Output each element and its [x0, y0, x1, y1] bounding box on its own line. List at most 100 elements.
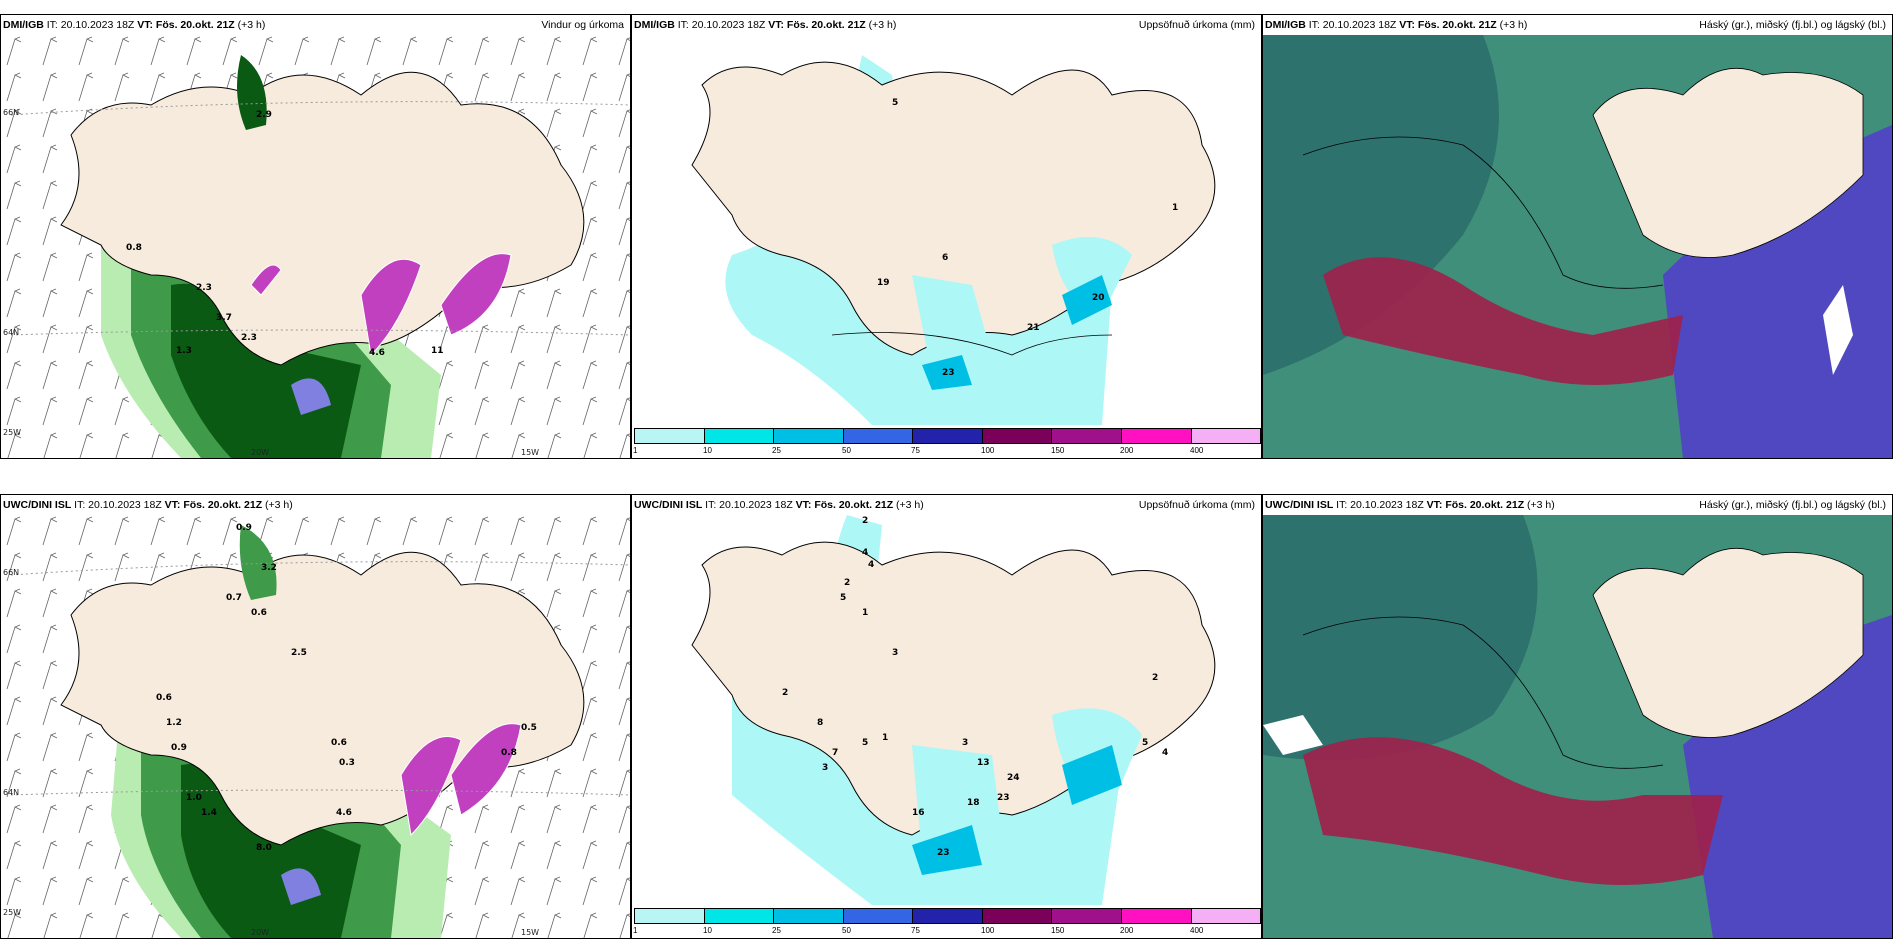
precip-cyan-1 — [912, 745, 1002, 855]
wind-value-label: 0.6 — [251, 608, 267, 618]
valid-time: VT: Fös. 20.okt. 21Z — [795, 499, 894, 511]
lat-label: 64N — [3, 788, 19, 797]
panel-header: DMI/IGB IT: 20.10.2023 18Z VT: Fös. 20.o… — [632, 15, 1261, 35]
lead-time: (+3 h) — [896, 499, 924, 511]
lon-label: 20W — [251, 448, 269, 457]
wind-value-label: 0.3 — [339, 758, 355, 768]
cbar-tick: 150 — [1051, 446, 1065, 455]
precip-colorbar — [634, 908, 1261, 924]
precip-green-dark — [171, 283, 361, 458]
precip-green-north — [237, 55, 267, 130]
cbar-tick: 200 — [1120, 926, 1134, 935]
wind-value-label: 3.2 — [261, 563, 277, 573]
colorbar-ticks: 1 10 25 50 75 100 150 200 400 — [633, 924, 1261, 938]
cbar-tick: 400 — [1190, 446, 1204, 455]
panel-title: Háský (gr.), miðský (fj.bl.) og lágský (… — [1699, 499, 1886, 511]
precip-value-label: 21 — [1027, 323, 1040, 333]
cbar-swatch — [1121, 909, 1192, 923]
cloud-blue-field — [1683, 615, 1892, 938]
precip-value-label: 19 — [877, 278, 890, 288]
precip-value-label: 23 — [942, 368, 955, 378]
precip-purple-2 — [450, 723, 522, 816]
cbar-swatch — [913, 429, 983, 443]
accumulated-precip-map: 2 4 4 2 5 1 3 2 8 7 5 3 1 3 13 24 18 23 … — [691, 515, 1216, 905]
wind-value-label: 0.5 — [521, 723, 537, 733]
cbar-tick: 100 — [981, 926, 995, 935]
init-time: IT: 20.10.2023 18Z — [705, 499, 793, 511]
cbar-tick: 10 — [703, 446, 712, 455]
panel-title: Uppsöfnuð úrkoma (mm) — [1138, 19, 1255, 31]
wind-value-label: 1.2 — [166, 718, 182, 728]
land-iceland — [1592, 548, 1864, 738]
precip-value-label: 3 — [892, 648, 898, 658]
precip-purple-1 — [360, 258, 422, 357]
valid-time: VT: Fös. 20.okt. 21Z — [768, 19, 866, 31]
cbar-swatch — [635, 429, 705, 443]
precip-value-label: 16 — [912, 808, 925, 818]
coastline-contour — [831, 332, 1113, 356]
cbar-swatch — [1191, 909, 1261, 923]
precip-value-label: 3 — [822, 763, 828, 773]
precip-blue-2 — [1062, 745, 1122, 805]
lat-label: 66N — [3, 108, 19, 117]
init-time: IT: 20.10.2023 18Z — [1336, 499, 1424, 511]
wind-value-label: 4.6 — [336, 808, 352, 818]
precip-value-label: 2 — [844, 578, 850, 588]
precip-blue-1 — [922, 355, 972, 390]
cbar-swatch — [1191, 429, 1261, 443]
precip-purple-4 — [291, 378, 331, 415]
lon-label: 25W — [3, 428, 21, 437]
cloud-cover-map — [1263, 35, 1892, 458]
panel-wind-bottom: UWC/DINI ISL IT: 20.10.2023 18Z VT: Fös.… — [0, 494, 631, 939]
wind-value-label: 2.3 — [241, 333, 257, 343]
wind-value-label: 3.7 — [216, 313, 232, 323]
cloud-blue-field — [1663, 125, 1892, 458]
model-name: UWC/DINI ISL — [3, 499, 72, 511]
lon-label: 15W — [521, 928, 539, 937]
precip-value-label: 7 — [832, 748, 838, 758]
cloud-white-patch — [1823, 285, 1853, 375]
precip-value-label: 23 — [997, 793, 1010, 803]
lead-time: (+3 h) — [868, 19, 897, 31]
init-time: IT: 20.10.2023 18Z — [1308, 19, 1397, 31]
colorbar-ticks: 1 10 25 50 75 100 150 200 400 — [633, 444, 1261, 458]
lead-time: (+3 h) — [237, 19, 266, 31]
lead-time: (+3 h) — [265, 499, 293, 511]
cbar-swatch — [982, 429, 1053, 443]
model-name: DMI/IGB — [1265, 19, 1306, 31]
cbar-swatch — [1121, 429, 1192, 443]
wind-value-label: 0.8 — [126, 243, 142, 253]
latitude-line — [10, 561, 630, 576]
lead-time: (+3 h) — [1499, 19, 1528, 31]
precip-purple-3 — [250, 264, 282, 296]
precip-value-label: 4 — [862, 548, 868, 558]
panel-header: DMI/IGB IT: 20.10.2023 18Z VT: Fös. 20.o… — [1263, 15, 1892, 35]
precip-value-label: 2 — [782, 688, 788, 698]
precip-value-label: 5 — [1142, 738, 1148, 748]
panel-precip-top: DMI/IGB IT: 20.10.2023 18Z VT: Fös. 20.o… — [631, 14, 1262, 459]
precip-purple-3 — [281, 868, 321, 905]
cbar-tick: 50 — [842, 446, 851, 455]
cbar-tick: 25 — [772, 446, 781, 455]
precip-value-label: 3 — [962, 738, 968, 748]
wind-value-label: 2.9 — [256, 110, 272, 120]
panel-title: Uppsöfnuð úrkoma (mm) — [1138, 499, 1255, 511]
precip-value-label: 2 — [862, 516, 868, 526]
precip-value-label: 24 — [1007, 773, 1020, 783]
panel-header: UWC/DINI ISL IT: 20.10.2023 18Z VT: Fös.… — [632, 495, 1261, 515]
wind-value-label: 11 — [431, 346, 444, 356]
init-time: IT: 20.10.2023 18Z — [46, 19, 135, 31]
lon-label: 15W — [521, 448, 539, 457]
precip-value-label: 1 — [1172, 203, 1178, 213]
cbar-swatch — [635, 909, 705, 923]
precip-value-label: 1 — [862, 608, 868, 618]
precip-value-label: 1 — [882, 733, 888, 743]
wind-value-label: 0.6 — [156, 693, 172, 703]
lon-label: 20W — [251, 928, 269, 937]
init-time: IT: 20.10.2023 18Z — [74, 499, 162, 511]
model-name: UWC/DINI ISL — [634, 499, 703, 511]
accumulated-precip-map: 5 6 19 21 20 23 1 — [691, 55, 1216, 425]
cbar-swatch — [774, 909, 844, 923]
precip-value-label: 13 — [977, 758, 990, 768]
panel-precip-bottom: UWC/DINI ISL IT: 20.10.2023 18Z VT: Fös.… — [631, 494, 1262, 939]
